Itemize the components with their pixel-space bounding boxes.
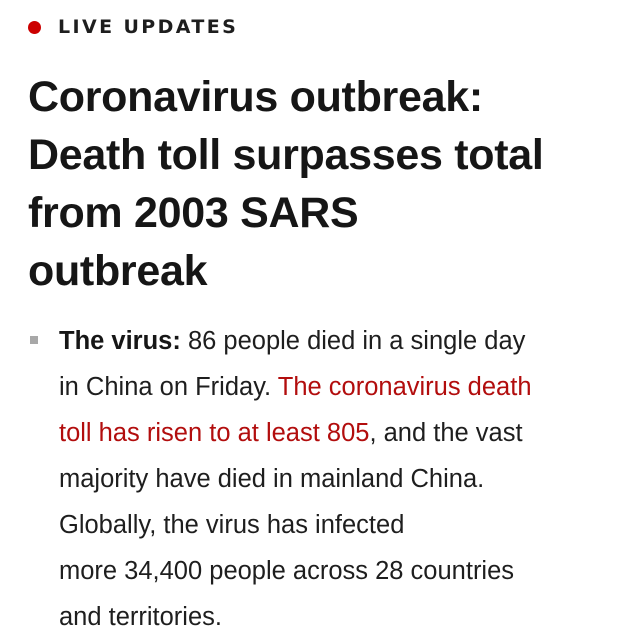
headline-line: outbreak [28,247,208,295]
bullet-line: The virus: 86 people died in a single da… [59,318,629,364]
bullet-item: The virus: 86 people died in a single da… [59,318,629,640]
bullet-text: , and the vast [369,419,523,447]
death-toll-link[interactable]: The coronavirus death [277,373,532,401]
bullet-lead: The virus: [59,327,181,355]
headline-line: Coronavirus outbreak: [28,73,483,121]
article-headline: Coronavirus outbreak: Death toll surpass… [28,68,628,300]
bullet-line: Globally, the virus has infected [59,511,405,539]
bullet-line: majority have died in mainland China. [59,465,485,493]
bullet-text: in China on Friday. [59,373,278,401]
headline-line: Death toll surpasses total [28,131,544,179]
headline-line: from 2003 SARS [28,189,359,237]
live-updates-label: LIVE UPDATES [58,16,239,38]
bullet-line: and territories. [59,603,222,631]
bullet-line: more 34,400 people across 28 countries [59,557,515,585]
bullet-line: in China on Friday. The coronavirus deat… [59,364,629,410]
bullet-line: toll has risen to at least 805, and the … [59,410,629,456]
live-indicator-dot [28,20,41,34]
bullet-text: 86 people died in a single day [180,327,526,355]
death-toll-link-continued[interactable]: toll has risen to at least 805 [59,419,370,447]
live-updates-header: LIVE UPDATES [28,14,238,40]
bullet-marker-icon [30,336,38,344]
